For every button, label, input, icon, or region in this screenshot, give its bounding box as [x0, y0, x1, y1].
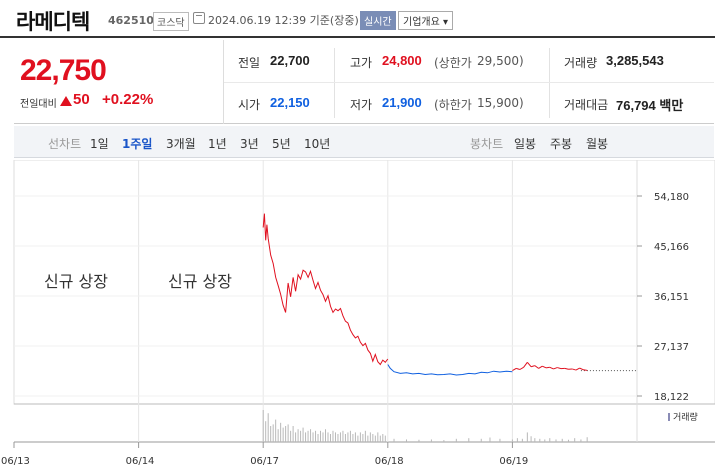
volume-legend: 거래량	[668, 410, 698, 423]
current-price-box: 22,750 전일대비 50 +0.22%	[14, 40, 224, 124]
tab-1d[interactable]: 1일	[90, 137, 109, 151]
stock-header: 라메디텍 462510 코스닥 2024.06.19 12:39 기준(장중) …	[0, 0, 715, 38]
price-series-segment	[530, 365, 535, 368]
price-series-segment	[542, 365, 547, 369]
open-cell: 시가 22,150	[238, 82, 338, 124]
price-series-segment	[575, 367, 580, 371]
high-cell: 고가 24,800 (상한가 29,500)	[350, 40, 550, 82]
quote-summary: 22,750 전일대비 50 +0.22% 전일 22,700 시가 22,15…	[14, 40, 714, 124]
volume-label: 거래량	[564, 56, 598, 70]
price-plot-border	[13, 160, 715, 405]
high-value: 24,800	[382, 53, 422, 68]
tab-5y[interactable]: 5년	[272, 137, 291, 151]
divider	[224, 82, 714, 83]
y-tick-label: 18,122	[654, 392, 689, 403]
candle-chart-caption: 봉차트	[470, 137, 504, 151]
chart-period-tabs: 선차트 1일 1주일 3개월 1년 3년 5년 10년 봉차트 일봉 주봉 월봉	[14, 126, 714, 158]
x-tick-label: 06/13	[1, 456, 30, 467]
divider	[549, 48, 550, 118]
tab-10y[interactable]: 10년	[304, 137, 331, 151]
y-tick-label: 36,151	[654, 292, 689, 303]
change-percent: +0.22%	[102, 91, 154, 108]
tab-3y[interactable]: 3년	[240, 137, 259, 151]
quote-datetime: 2024.06.19 12:39 기준(장중)	[208, 14, 359, 27]
amount-cell: 거래대금 76,794 백만	[564, 82, 714, 124]
change-value: 50	[73, 91, 90, 108]
price-series-segment	[519, 366, 524, 370]
y-tick-label: 54,180	[654, 192, 689, 203]
price-series-line	[262, 213, 389, 366]
current-price: 22,750	[20, 54, 107, 87]
line-chart-caption: 선차트	[48, 137, 82, 151]
price-series-segment	[512, 367, 517, 372]
lower-limit-label: (하한가	[434, 98, 472, 112]
x-tick-label: 06/19	[499, 456, 528, 467]
volume-value: 3,285,543	[606, 53, 664, 68]
price-chart-svg: 06/13 06/14 06/17 06/18 06/19 54,180 45,166 36,…	[1, 160, 715, 467]
lower-limit-value: 15,900)	[477, 96, 524, 110]
price-series-segment	[583, 369, 588, 371]
change-label: 전일대비	[20, 99, 57, 110]
up-triangle-icon	[60, 96, 72, 106]
divider	[334, 48, 335, 118]
price-series-segment	[538, 365, 543, 369]
tab-daily-candle[interactable]: 일봉	[514, 137, 537, 151]
tab-1w[interactable]: 1주일	[122, 137, 153, 151]
stock-name: 라메디텍	[16, 10, 90, 34]
price-series-segment	[534, 365, 539, 369]
price-series-segment	[579, 367, 584, 371]
prev-close-value: 22,700	[270, 53, 310, 68]
price-series-segment	[545, 366, 550, 369]
tab-3m[interactable]: 3개월	[166, 137, 196, 151]
amount-label: 거래대금	[564, 98, 609, 112]
open-label: 시가	[238, 98, 261, 112]
price-series-segment	[553, 367, 558, 370]
new-listing-note: 신규 상장	[168, 272, 232, 291]
low-value: 21,900	[382, 95, 422, 110]
x-tick-label: 06/17	[250, 456, 279, 467]
x-tick-label: 06/18	[375, 456, 404, 467]
y-tick-label: 27,137	[654, 342, 689, 353]
tab-weekly-candle[interactable]: 주봉	[550, 137, 573, 151]
high-label: 고가	[350, 56, 373, 70]
market-badge: 코스닥	[153, 12, 189, 31]
price-chart[interactable]: 06/13 06/14 06/17 06/18 06/19 54,180 45,166 36,…	[0, 160, 715, 469]
y-tick-label: 45,166	[654, 242, 689, 253]
volume-cell: 거래량 3,285,543	[564, 40, 714, 82]
low-label: 저가	[350, 98, 373, 112]
upper-limit-value: 29,500)	[477, 54, 524, 68]
price-series-segment	[526, 361, 532, 368]
realtime-button[interactable]: 실시간	[360, 11, 396, 30]
tab-monthly-candle[interactable]: 월봉	[586, 137, 609, 151]
price-series-line	[387, 364, 513, 376]
new-listing-note: 신규 상장	[44, 272, 108, 291]
price-series-segment	[515, 367, 521, 370]
price-series-segment	[572, 368, 577, 371]
price-series-segment	[549, 366, 554, 370]
price-series-segment	[523, 361, 528, 368]
price-series-segment	[564, 367, 569, 370]
prev-close-label: 전일	[238, 56, 261, 70]
stock-code: 462510	[108, 14, 154, 27]
price-series-segment	[557, 367, 562, 370]
amount-value: 76,794 백만	[616, 98, 684, 113]
low-cell: 저가 21,900 (하한가 15,900)	[350, 82, 550, 124]
clock-icon	[193, 12, 205, 24]
prev-close-cell: 전일 22,700	[238, 40, 338, 82]
company-overview-dropdown[interactable]: 기업개요 ▾	[398, 11, 453, 30]
x-tick-label: 06/14	[126, 456, 155, 467]
open-value: 22,150	[270, 95, 310, 110]
upper-limit-label: (상한가	[434, 56, 472, 70]
tab-1y[interactable]: 1년	[208, 137, 227, 151]
